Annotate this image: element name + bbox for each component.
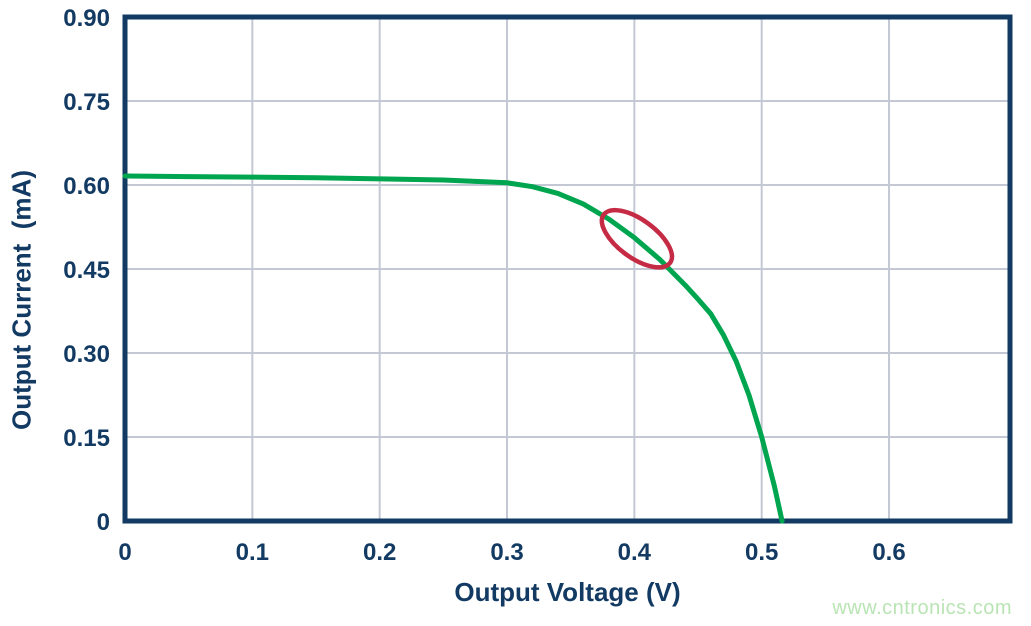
y-tick-label: 0.30 [63,341,110,368]
y-tick-label: 0.90 [63,5,110,32]
x-tick-label: 0.1 [236,539,269,566]
x-tick-label: 0.3 [490,539,523,566]
x-tick-label: 0 [118,539,131,566]
iv-curve [122,173,785,524]
plot-border [122,14,1013,524]
x-tick-label: 0.2 [363,539,396,566]
x-tick-label: 0.6 [872,539,905,566]
x-tick-label: 0.4 [618,539,652,566]
y-tick-label: 0.60 [63,173,110,200]
y-tick-label: 0.15 [63,425,110,452]
y-tick-label: 0 [97,509,110,536]
y-tick-label: 0.75 [63,89,110,116]
y-axis-title: Output Current (mA) [6,170,37,430]
y-tick-label: 0.45 [63,257,110,284]
x-axis-title: Output Voltage (V) [454,577,681,607]
x-tick-label: 0.5 [745,539,778,566]
highlight-ellipse [599,207,675,270]
watermark-text: www.cntronics.com [832,597,1012,619]
